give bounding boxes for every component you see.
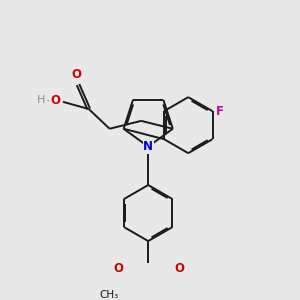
- Text: CH₃: CH₃: [99, 290, 118, 300]
- Text: O: O: [174, 262, 184, 275]
- Text: N: N: [143, 140, 153, 153]
- Text: O: O: [72, 68, 82, 81]
- Text: F: F: [215, 105, 223, 118]
- Text: H: H: [37, 95, 46, 105]
- Text: O: O: [113, 262, 123, 275]
- Text: O: O: [50, 94, 60, 107]
